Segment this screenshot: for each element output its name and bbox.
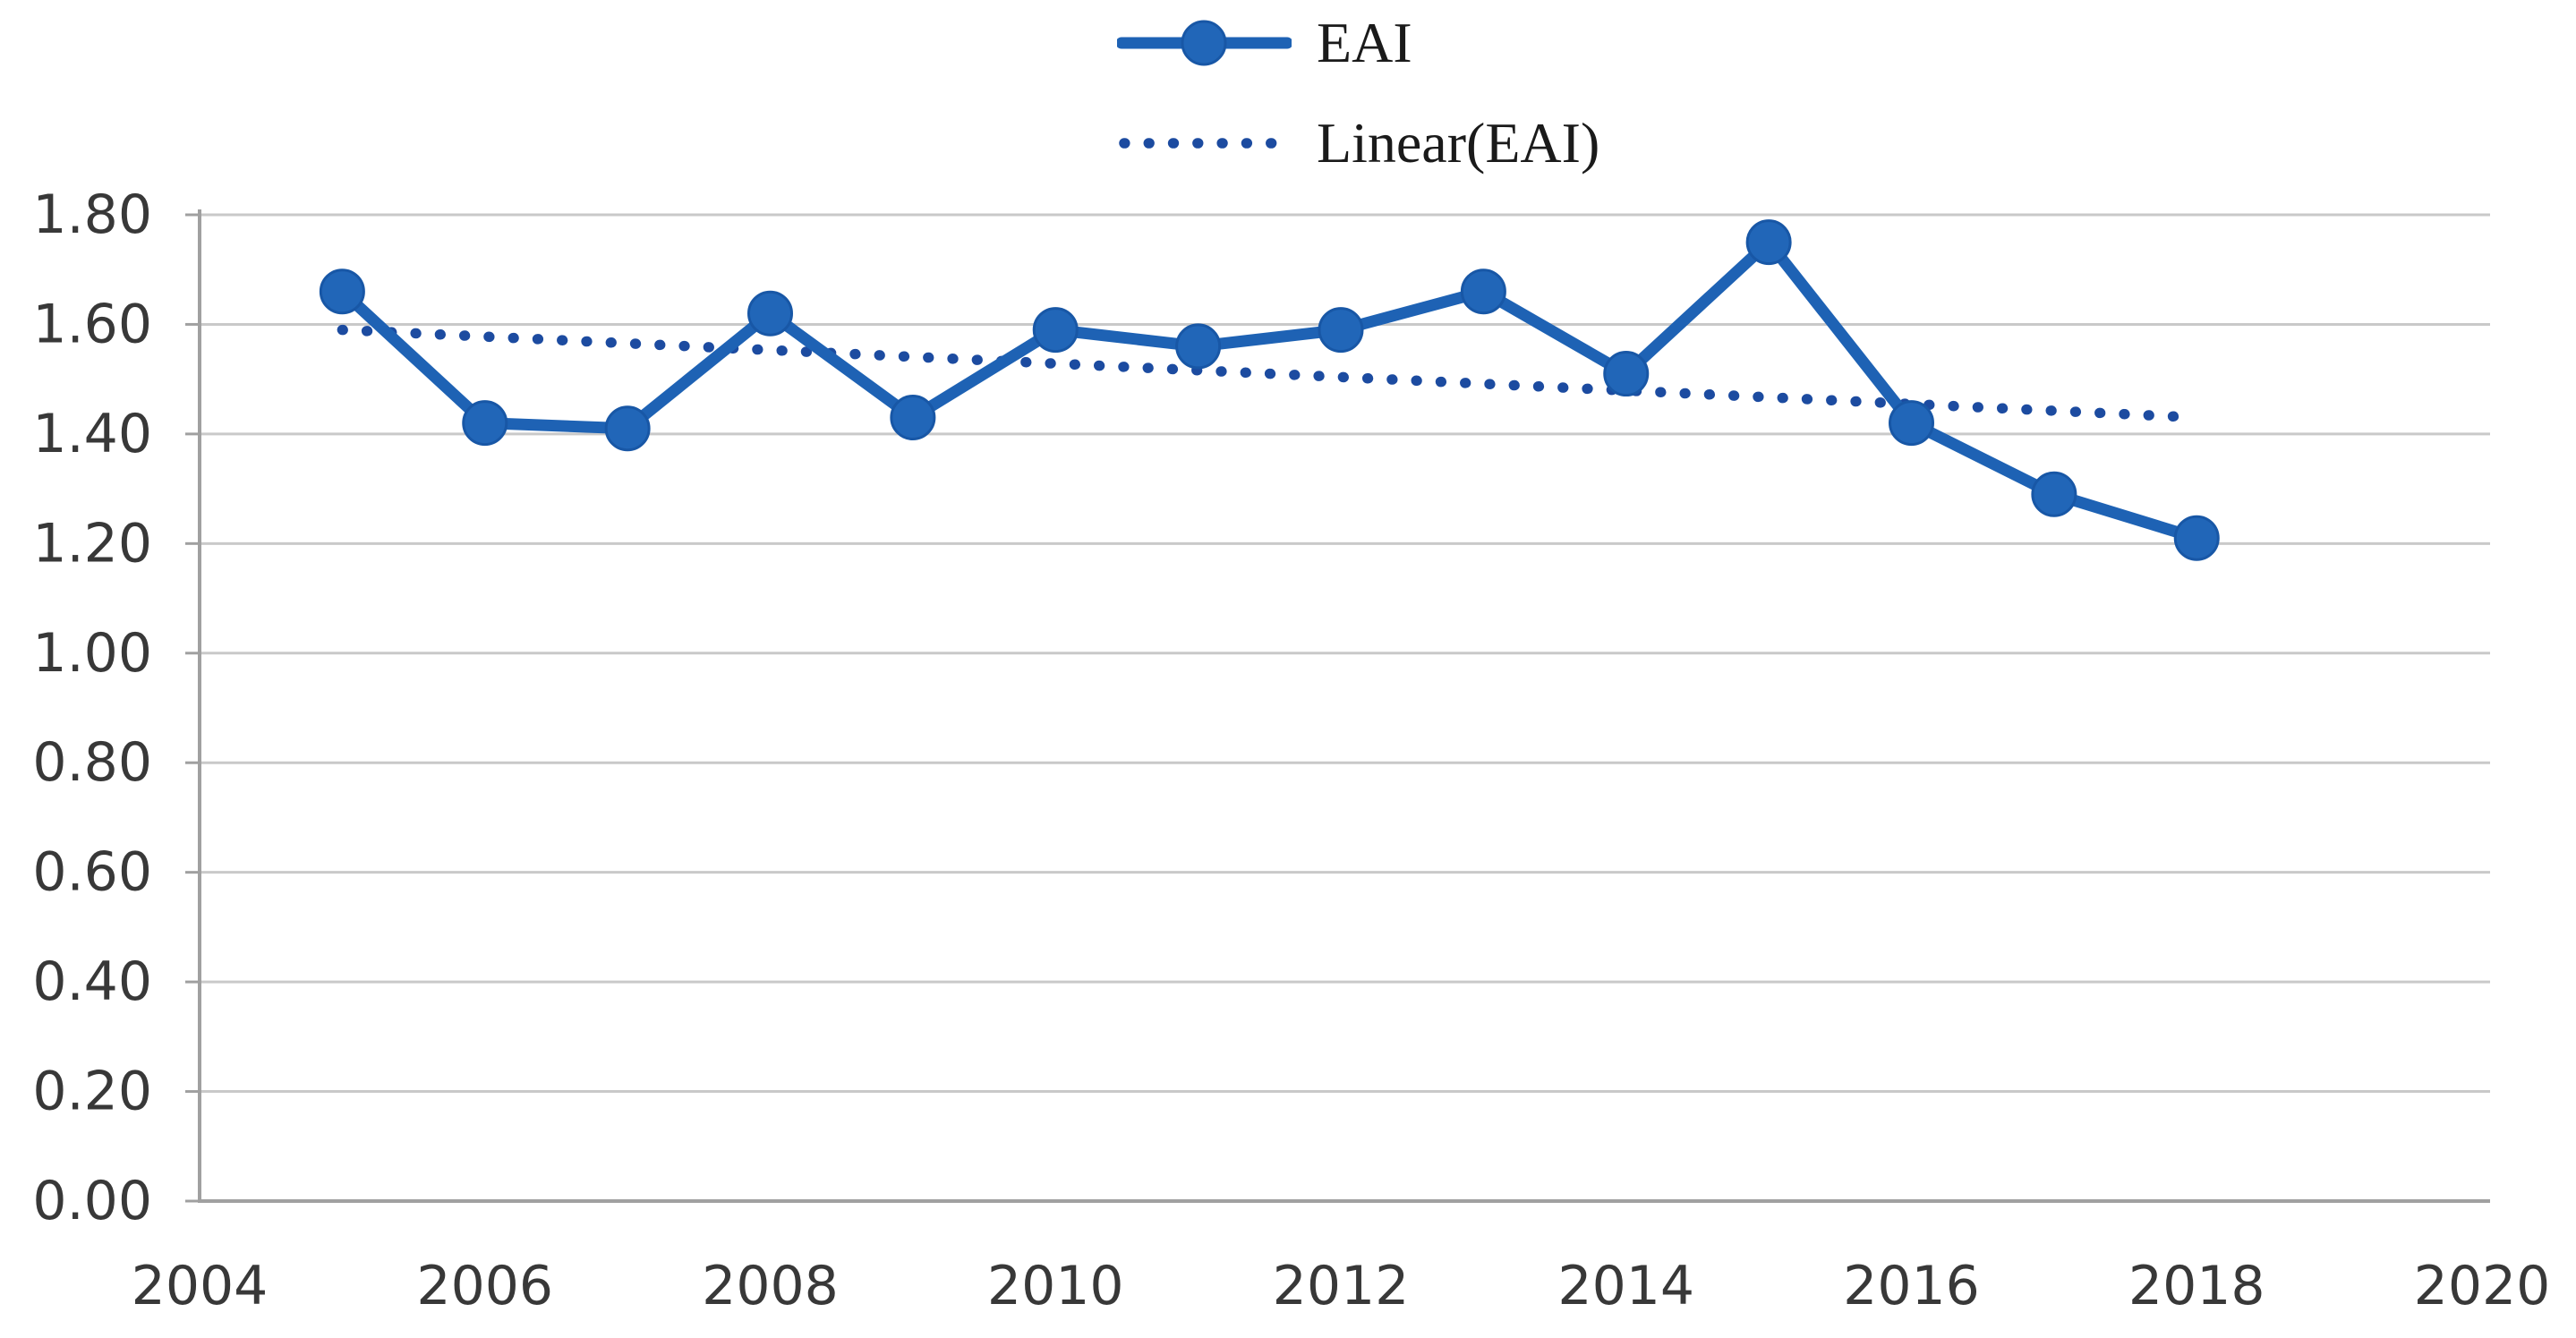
x-axis-tick-label: 2012 — [1273, 1255, 1410, 1317]
data-point-marker — [747, 290, 793, 337]
y-axis-tick-label: 1.20 — [32, 512, 152, 575]
legend: EAI Linear(EAI) — [1117, 11, 1599, 175]
x-axis-tick-label: 2014 — [1557, 1255, 1694, 1317]
x-axis-tick-label: 2010 — [987, 1255, 1124, 1317]
trendline-linear-eai — [337, 324, 2202, 423]
eai-series-line — [336, 236, 2203, 544]
y-axis-tick-label: 0.40 — [32, 950, 152, 1013]
y-axis-tick-label: 1.80 — [32, 183, 152, 246]
data-point-marker — [1175, 323, 1222, 370]
data-point-marker — [462, 400, 508, 447]
linear-eai-dotted-glyph-icon — [1119, 138, 1292, 149]
legend-label-eai: EAI — [1317, 11, 1412, 74]
x-axis-tick-label: 2016 — [1843, 1255, 1980, 1317]
data-point-marker — [1318, 307, 1364, 354]
data-point-marker — [319, 268, 365, 315]
y-axis-tick-label: 0.20 — [32, 1061, 152, 1123]
x-axis-tick-label: 2004 — [132, 1255, 269, 1317]
y-axis-tick-label: 0.80 — [32, 731, 152, 794]
data-point-marker — [890, 395, 936, 441]
x-axis-tick-label: 2006 — [416, 1255, 553, 1317]
x-axis-tick-label: 2018 — [2128, 1255, 2265, 1317]
data-point-marker — [1745, 219, 1792, 266]
data-point-marker — [2173, 515, 2220, 561]
legend-item-linear-eai: Linear(EAI) — [1117, 111, 1599, 175]
eai-series-glyph-icon — [1117, 20, 1292, 66]
legend-item-eai: EAI — [1117, 11, 1599, 75]
y-axis-tick-label: 0.00 — [32, 1170, 152, 1232]
data-point-marker — [1032, 307, 1079, 354]
legend-label-linear-eai: Linear(EAI) — [1317, 111, 1600, 175]
y-axis-tick-label: 1.00 — [32, 622, 152, 685]
y-axis-tick-label: 0.60 — [32, 841, 152, 904]
y-axis-tick-label: 1.40 — [32, 403, 152, 465]
data-point-marker — [1460, 268, 1506, 315]
x-axis-tick-label: 2008 — [702, 1255, 839, 1317]
data-point-marker — [1603, 351, 1650, 397]
y-axis-tick-label: 1.60 — [32, 293, 152, 355]
data-point-marker — [2031, 471, 2077, 517]
data-point-marker — [1889, 400, 1934, 447]
x-axis-tick-label: 2020 — [2414, 1255, 2551, 1317]
data-point-marker — [604, 405, 651, 452]
